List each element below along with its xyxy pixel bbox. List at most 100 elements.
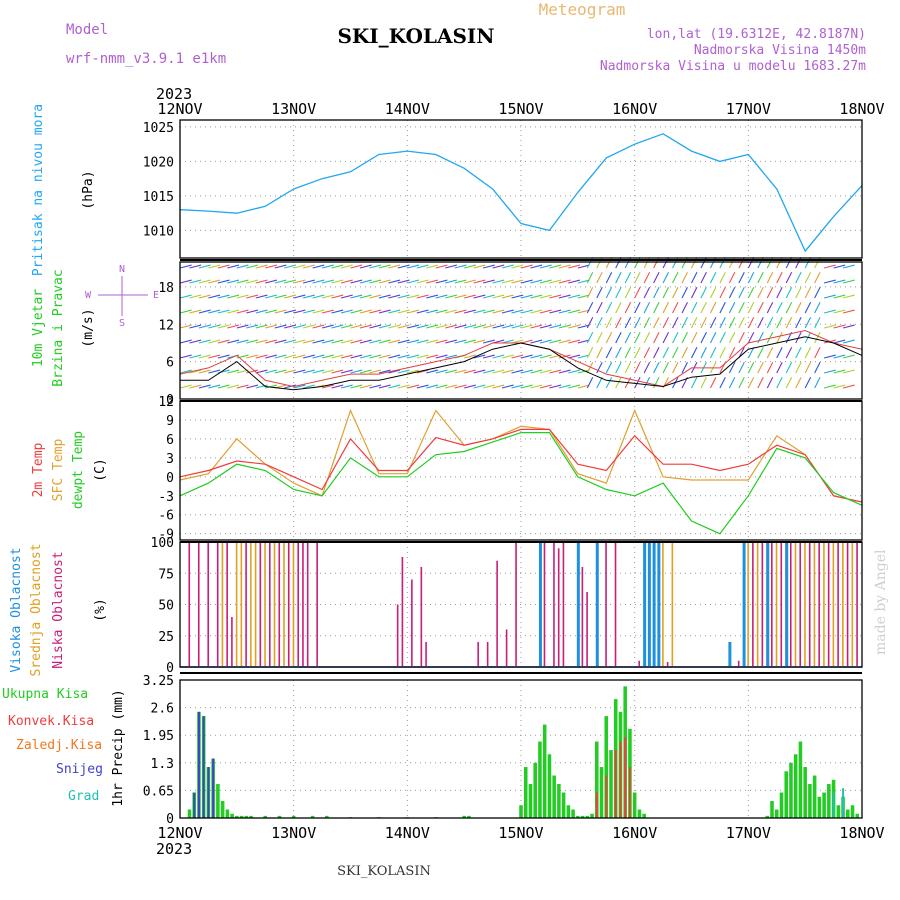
wind-arrow — [426, 309, 439, 314]
wind-arrow — [681, 317, 688, 329]
legend-conv-precip: Konvek.Kisa — [8, 714, 94, 729]
wind-arrow — [539, 309, 552, 314]
wind-arrow — [757, 377, 764, 389]
wind-arrow — [738, 377, 745, 389]
wind-arrow — [728, 347, 736, 359]
y-tick-label: 18 — [158, 281, 174, 296]
wind-arrow — [321, 264, 334, 269]
wind-arrow — [624, 302, 632, 314]
y-tick-label: 9 — [166, 414, 174, 429]
wind-arrow — [198, 369, 211, 374]
total-precip-bar — [836, 805, 841, 818]
wind-arrow — [236, 384, 249, 389]
wind-arrow — [340, 264, 353, 269]
wind-arrow — [549, 324, 562, 329]
wind-arrow — [331, 324, 344, 329]
wind-arrow — [293, 309, 306, 314]
total-precip-bar — [822, 792, 826, 818]
wind-arrow — [274, 309, 287, 314]
wind-arrow — [340, 384, 353, 389]
wind-arrow — [549, 339, 562, 344]
wind-arrow — [255, 279, 268, 284]
wind-arrow — [662, 332, 670, 344]
model-label: Model — [66, 22, 108, 38]
wind-arrow — [842, 369, 855, 374]
wind-arrow — [369, 354, 382, 359]
wind-arrow — [776, 272, 783, 284]
wind-arrow — [615, 287, 622, 299]
wind-arrow — [246, 339, 259, 344]
wind-arrow — [766, 257, 774, 269]
wind-arrow — [227, 324, 240, 329]
low-cloud-bar — [666, 662, 669, 667]
wind-arrow — [539, 264, 552, 269]
wind-arrow — [293, 384, 306, 389]
wind-arrow — [728, 377, 736, 389]
wind-arrow — [719, 347, 726, 359]
wind-arrow — [833, 294, 846, 299]
wind-arrow — [397, 339, 410, 344]
low-cloud-bar — [259, 542, 262, 667]
wind-arrow — [473, 369, 486, 374]
wind-arrow — [265, 354, 278, 359]
panel-frame — [179, 261, 863, 400]
wind-arrow — [426, 384, 439, 389]
wind-arrow — [776, 257, 783, 269]
wind-arrow — [321, 324, 334, 329]
wind-arrow — [265, 279, 278, 284]
wind-arrow — [236, 294, 249, 299]
compass-n: N — [119, 264, 125, 275]
temp-ylabel-3: dewpt Temp — [71, 431, 86, 509]
wind-arrow — [407, 339, 420, 344]
wind-arrow — [227, 384, 240, 389]
wind-arrow — [293, 339, 306, 344]
legend-snow: Snijeg — [56, 762, 103, 777]
wind-arrow — [520, 279, 533, 284]
wind-arrow — [179, 324, 192, 329]
wind-arrow — [709, 317, 717, 329]
wind-arrow — [397, 264, 410, 269]
wind-arrow — [776, 332, 783, 344]
compass-w: W — [85, 290, 92, 301]
wind-arrow — [464, 279, 476, 284]
low-cloud-bar — [216, 542, 219, 667]
wind-arrow — [833, 309, 846, 314]
wind-arrow — [785, 377, 793, 389]
x-tick-label-bottom: 14NOV — [385, 824, 430, 842]
wind-arrow — [586, 302, 594, 314]
y-tick-label: -9 — [158, 528, 174, 543]
wind-arrow — [321, 369, 334, 374]
wind-arrow — [766, 377, 774, 389]
wind-arrow — [530, 384, 543, 389]
wind-arrow — [681, 302, 688, 314]
low-cloud-bar — [837, 542, 839, 667]
wind-arrow — [445, 279, 457, 284]
wind-arrow — [369, 264, 382, 269]
wind-arrow — [303, 309, 315, 314]
total-precip-bar — [561, 792, 566, 818]
wind-arrow — [596, 287, 603, 299]
y-tick-label: 6 — [166, 356, 174, 371]
y-tick-label: -6 — [158, 509, 174, 524]
wind-arrow — [700, 317, 707, 329]
legend-frz-precip: Zaledj.Kisa — [16, 738, 102, 753]
wind-ylabel-2: Brzina i Pravac — [51, 269, 66, 386]
wind-arrow — [284, 354, 296, 359]
wind-arrow — [776, 302, 783, 314]
wind-arrow — [823, 264, 836, 269]
wind-arrow — [217, 324, 230, 329]
total-precip-bar — [779, 792, 784, 818]
wind-arrow — [795, 272, 802, 284]
wind-arrow — [672, 287, 679, 299]
wind-arrow — [577, 354, 590, 359]
wind-arrow — [482, 339, 495, 344]
wind-arrow — [709, 332, 717, 344]
cloud-ylabel-2: Srednja Oblacnost — [29, 543, 44, 676]
wind-arrow — [520, 369, 533, 374]
cloud-unit: (%) — [93, 598, 108, 621]
wind-arrow — [719, 272, 726, 284]
wind-arrow — [558, 354, 571, 359]
wind-arrow — [217, 339, 230, 344]
wind-arrow — [482, 309, 495, 314]
x-tick-label-bottom: 13NOV — [271, 824, 316, 842]
